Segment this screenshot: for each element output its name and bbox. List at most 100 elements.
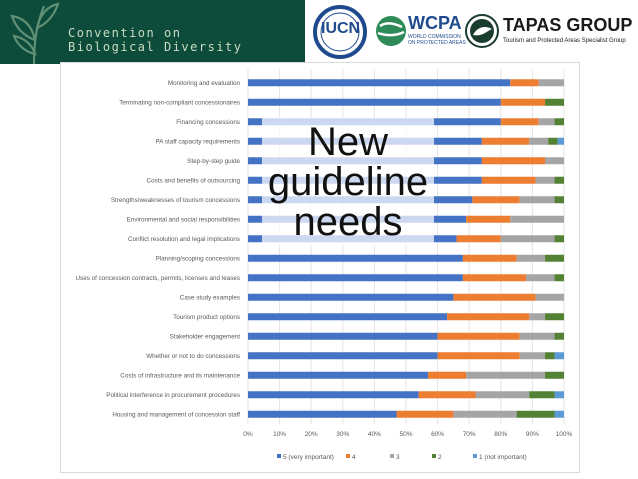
bar-segment (545, 313, 564, 321)
legend-swatch (432, 454, 436, 458)
x-tick-label: 30% (336, 431, 349, 438)
bar-segment (529, 137, 549, 145)
bar-segment (447, 313, 530, 321)
header: Convention on Biological Diversity IUCN … (0, 0, 638, 64)
category-label: PA staff capacity requirements (156, 139, 240, 146)
category-label: Conflict resolution and legal implicatio… (128, 236, 240, 243)
legend-swatch (390, 454, 394, 458)
category-label: Monitoring and evaluation (168, 80, 241, 87)
bar-segment (248, 332, 438, 340)
wcpa-subtitle-1: WORLD COMMISSION (408, 34, 461, 40)
bar-segment (535, 176, 555, 184)
bar-segment (248, 410, 397, 418)
bar-segment (538, 118, 555, 126)
bar-segment (554, 332, 564, 340)
legend-label: 5 (very important) (283, 454, 334, 461)
bar-segment (500, 98, 546, 106)
wcpa-subtitle-2: ON PROTECTED AREAS (408, 40, 466, 46)
bar-segment (396, 410, 454, 418)
bar-segment (529, 313, 546, 321)
cbd-line-2: Biological Diversity (68, 40, 243, 54)
category-label: Costs of infrastructure and its maintena… (120, 373, 240, 380)
category-label: Terminating non-compliant concessionaire… (119, 100, 240, 107)
bar-segment (248, 352, 438, 360)
stacked-bar-chart: 0% 10% 20% 30% 40% 50% 60% 70% 80% 90% 100% Monitor… (76, 69, 573, 461)
bar-segment (545, 157, 564, 165)
bar-segment (535, 293, 564, 301)
bar-segment (519, 196, 555, 204)
overlay-line-1: New (307, 120, 389, 164)
bar-segment (545, 98, 564, 106)
bar-segment (418, 391, 476, 399)
bar-segment (248, 254, 463, 262)
tapas-logo-text: TAPAS GROUP (503, 15, 633, 35)
category-label: Whether or not to do concessions (146, 353, 240, 360)
overlay-text: New guideline needs (262, 122, 434, 242)
bar-segment (554, 410, 564, 418)
bar-segment (462, 254, 517, 262)
bar-segment (554, 352, 564, 360)
bar-segment (500, 235, 555, 243)
category-label: Financing concessions (176, 119, 240, 126)
iucn-logo-text: IUCN (321, 20, 361, 37)
bar-segment (548, 137, 558, 145)
category-label: Costs and benefits of outsourcing (147, 178, 241, 185)
x-tick-label: 70% (463, 431, 476, 438)
bar-segment (519, 332, 555, 340)
bar-segment (481, 137, 530, 145)
bar-segment (510, 79, 539, 87)
category-label: Tourism product options (173, 314, 240, 321)
legend-label: 1 (not important) (479, 454, 527, 461)
bar-segment (554, 196, 564, 204)
category-label: Uses of concession contracts, permits, l… (76, 275, 241, 282)
bar-segment (500, 118, 539, 126)
category-label: Political interference in procurement pr… (106, 392, 240, 399)
bar-segment (466, 371, 546, 379)
bar-segment (529, 391, 555, 399)
bar-segment (554, 118, 564, 126)
bar-segment (481, 176, 536, 184)
overlay-callout: New guideline needs (262, 118, 434, 246)
category-label: Step-by-step guide (187, 158, 240, 165)
x-tick-label: 20% (305, 431, 318, 438)
bar-segment (554, 235, 564, 243)
bar-segment (437, 352, 520, 360)
cbd-line-1: Convention on (68, 26, 182, 40)
bar-segment (554, 176, 564, 184)
overlay-line-3: needs (293, 200, 403, 244)
bar-segment (437, 332, 520, 340)
category-label: Environmental and social responsibilitie… (127, 217, 240, 224)
legend-swatch (277, 454, 281, 458)
bar-segment (462, 274, 527, 282)
bar-segment (545, 254, 564, 262)
bar-segment (545, 352, 555, 360)
bar-segment (526, 274, 555, 282)
bar-segment (456, 235, 501, 243)
bar-segment (248, 293, 454, 301)
bar-segment (466, 215, 511, 223)
tapas-emblem-icon (465, 14, 499, 48)
tapas-subtitle: Tourism and Protected Areas Specialist G… (503, 38, 626, 44)
bar-segment (248, 371, 429, 379)
overlay-line-2: guideline (267, 160, 429, 204)
bar-segment (472, 196, 520, 204)
bar-segment (554, 274, 564, 282)
bar-segment (453, 410, 517, 418)
bar-segment (248, 313, 448, 321)
category-label: Case study examples (180, 295, 240, 302)
x-tick-label: 60% (431, 431, 444, 438)
legend-swatch (473, 454, 477, 458)
bar-segment (557, 137, 564, 145)
x-tick-label: 50% (399, 431, 412, 438)
globe-icon (376, 16, 406, 46)
bar-segment (516, 410, 555, 418)
x-tick-label: 90% (526, 431, 539, 438)
category-label: Strengths/weaknesses of tourism concessi… (111, 197, 240, 204)
bar-segment (510, 215, 564, 223)
legend-label: 4 (352, 454, 356, 461)
bar-segment (481, 157, 546, 165)
bar-segment (248, 79, 511, 87)
iucn-logo (313, 5, 367, 59)
bar-segment (516, 254, 546, 262)
x-tick-label: 80% (494, 431, 507, 438)
